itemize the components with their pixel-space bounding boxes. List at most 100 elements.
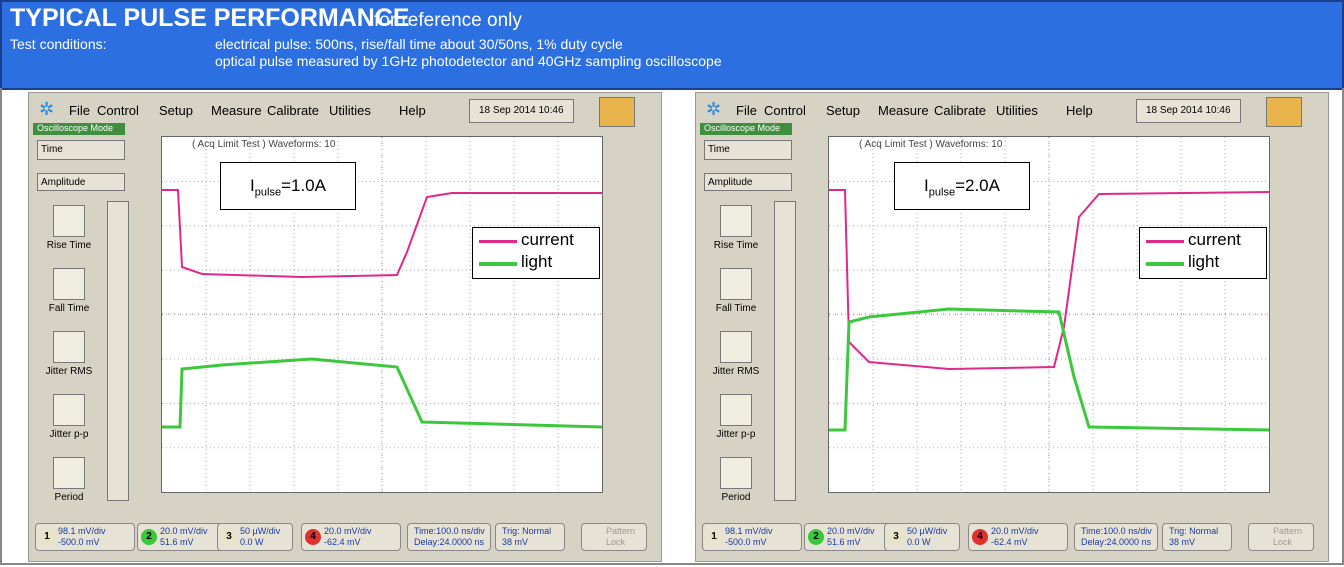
channel-scale: 20.0 mV/div	[324, 526, 372, 536]
measure-button[interactable]: Jitter p-p	[704, 394, 768, 440]
channel-offset: -500.0 mV	[725, 537, 767, 547]
measure-button[interactable]: Jitter RMS	[37, 331, 101, 377]
menu-item[interactable]: Utilities	[329, 103, 371, 118]
annotation-value: =2.0A	[955, 176, 1000, 195]
time-line: Time:100.0 ns/div	[414, 526, 485, 536]
trig-line: Trig: Normal	[1169, 526, 1218, 536]
graph: ( Acq Limit Test ) Waveforms: 10 Ipulse=1…	[161, 136, 603, 493]
channel-number: 4	[305, 529, 321, 545]
channel-scale: 50 µW/div	[240, 526, 280, 536]
channel-offset: -500.0 mV	[58, 537, 100, 547]
button-label: Jitter p-p	[717, 429, 756, 440]
scope-window: ✲FileControlSetupMeasureCalibrateUtiliti…	[695, 92, 1329, 562]
scope-window: ✲FileControlSetupMeasureCalibrateUtiliti…	[28, 92, 662, 562]
button-label: Period	[722, 492, 751, 503]
legend-swatch	[1146, 262, 1184, 266]
channel-scale: 98.1 mV/div	[725, 526, 773, 536]
trig-line: 38 mV	[502, 537, 528, 547]
menu-item[interactable]: Help	[1066, 103, 1093, 118]
measure-button[interactable]: Rise Time	[704, 205, 768, 251]
dropdown-label: Amplitude	[41, 177, 85, 188]
channel-scale: 20.0 mV/div	[160, 526, 208, 536]
trig-line: 38 mV	[1169, 537, 1195, 547]
channel-number: 1	[39, 529, 55, 545]
icon-button[interactable]	[599, 97, 635, 127]
channel-offset: -62.4 mV	[324, 537, 361, 547]
menu-item[interactable]: Setup	[826, 103, 860, 118]
mode-label: Oscilloscope Mode	[37, 123, 113, 133]
measure-button[interactable]: Fall Time	[704, 268, 768, 314]
scrollbar[interactable]	[774, 201, 796, 501]
menu-item[interactable]: Measure	[211, 103, 262, 118]
channel-number: 2	[808, 529, 824, 545]
annotation: Ipulse=1.0A	[220, 162, 356, 210]
time-line: Time:100.0 ns/div	[1081, 526, 1152, 536]
time-line: Delay:24.0000 ns	[1081, 537, 1151, 547]
legend-label: light	[521, 252, 552, 272]
current-waveform	[829, 190, 1269, 369]
scrollbar[interactable]	[107, 201, 129, 501]
channel-offset: 0.0 W	[907, 537, 931, 547]
menu-item[interactable]: Calibrate	[934, 103, 986, 118]
menu-item[interactable]: File	[69, 103, 90, 118]
measure-button[interactable]: Period	[704, 457, 768, 503]
channel-scale: 20.0 mV/div	[827, 526, 875, 536]
channel-scale: 20.0 mV/div	[991, 526, 1039, 536]
legend-label: current	[1188, 230, 1241, 250]
menu-item[interactable]: Measure	[878, 103, 929, 118]
menu-item[interactable]: Help	[399, 103, 426, 118]
measure-button[interactable]: Jitter RMS	[704, 331, 768, 377]
menu-item[interactable]: Setup	[159, 103, 193, 118]
dropdown-label: Time	[41, 144, 63, 155]
datetime: 18 Sep 2014 10:46	[479, 105, 564, 116]
channel-offset: -62.4 mV	[991, 537, 1028, 547]
icon-button[interactable]	[1266, 97, 1302, 127]
graph-header: ( Acq Limit Test ) Waveforms: 10	[192, 139, 335, 150]
measure-button[interactable]: Period	[37, 457, 101, 503]
button-label: Rise Time	[714, 240, 758, 251]
header: TYPICAL PULSE PERFORMANCE for reference …	[0, 0, 1344, 90]
channel-number: 2	[141, 529, 157, 545]
button-label: Fall Time	[49, 303, 90, 314]
page: TYPICAL PULSE PERFORMANCE for reference …	[0, 0, 1344, 567]
legend-label: light	[1188, 252, 1219, 272]
button-label: Fall Time	[716, 303, 757, 314]
channel-number: 3	[221, 529, 237, 545]
annotation-sub: pulse	[929, 186, 955, 198]
menu-item[interactable]: Calibrate	[267, 103, 319, 118]
measure-button[interactable]: Fall Time	[37, 268, 101, 314]
measure-button[interactable]: Jitter p-p	[37, 394, 101, 440]
menu-item[interactable]: Control	[97, 103, 139, 118]
pattern-line: Pattern	[1273, 526, 1302, 536]
button-label: Jitter RMS	[46, 366, 93, 377]
annotation: Ipulse=2.0A	[894, 162, 1030, 210]
menu-item[interactable]: Control	[764, 103, 806, 118]
button-label: Period	[55, 492, 84, 503]
channel-number: 3	[888, 529, 904, 545]
pattern-line: Lock	[1273, 537, 1292, 547]
menu-item[interactable]: Utilities	[996, 103, 1038, 118]
channel-number: 4	[972, 529, 988, 545]
measure-button[interactable]: Rise Time	[37, 205, 101, 251]
menu-item[interactable]: File	[736, 103, 757, 118]
pattern-line: Pattern	[606, 526, 635, 536]
graph: ( Acq Limit Test ) Waveforms: 10 Ipulse=2…	[828, 136, 1270, 493]
mode-label: Oscilloscope Mode	[704, 123, 780, 133]
time-line: Delay:24.0000 ns	[414, 537, 484, 547]
graph-header: ( Acq Limit Test ) Waveforms: 10	[859, 139, 1002, 150]
channel-offset: 51.6 mV	[827, 537, 861, 547]
